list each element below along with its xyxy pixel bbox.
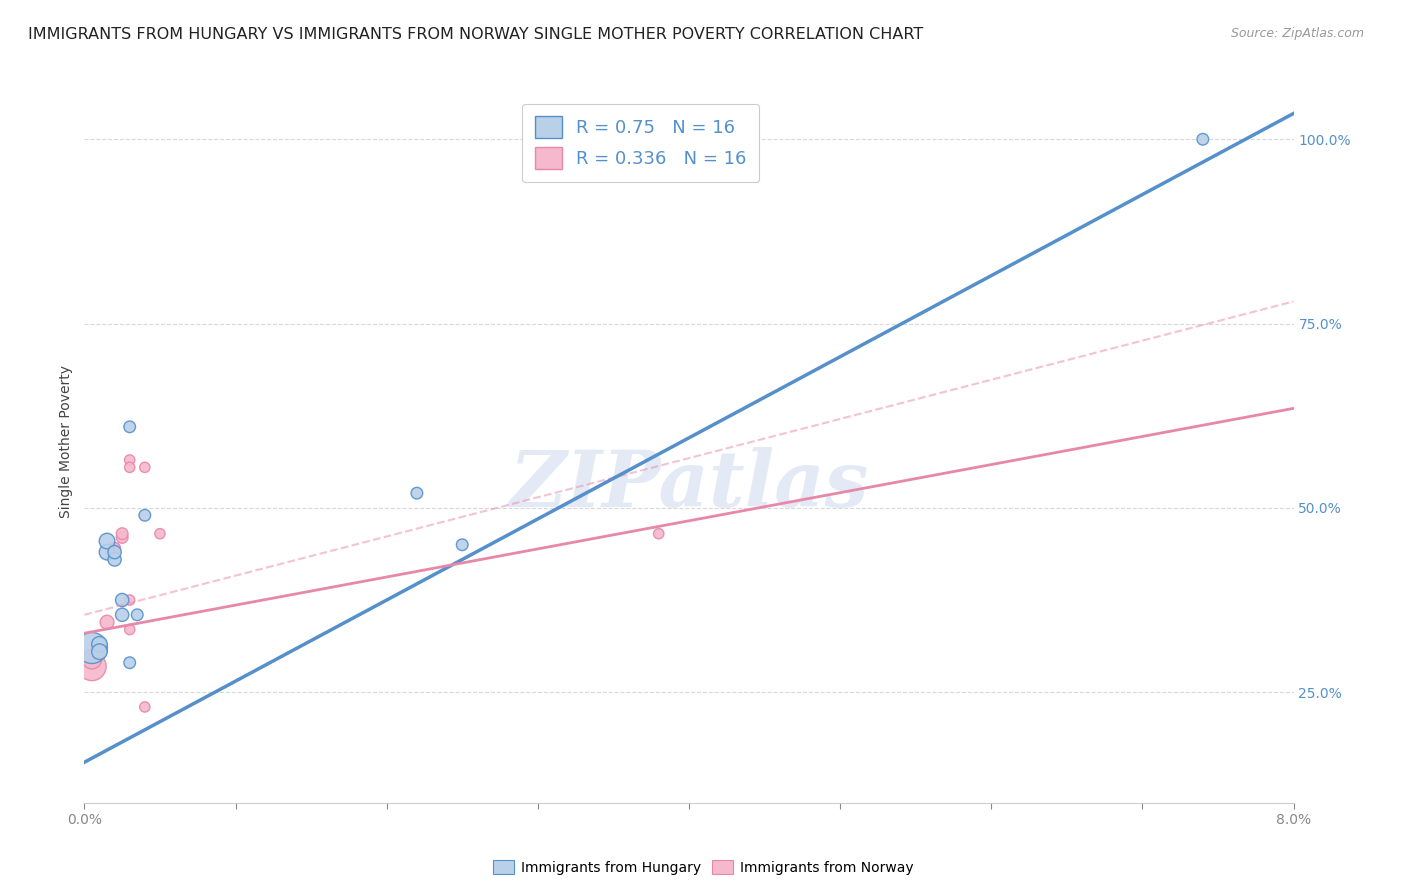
Text: Source: ZipAtlas.com: Source: ZipAtlas.com xyxy=(1230,27,1364,40)
Point xyxy=(134,508,156,523)
Point xyxy=(111,530,134,544)
Point xyxy=(118,656,141,670)
Point xyxy=(111,607,134,622)
Point xyxy=(96,545,118,559)
Point xyxy=(104,541,127,556)
Point xyxy=(96,534,118,549)
Point xyxy=(118,419,141,434)
Point xyxy=(118,460,141,475)
Point xyxy=(118,593,141,607)
Point xyxy=(134,460,156,475)
Legend: Immigrants from Hungary, Immigrants from Norway: Immigrants from Hungary, Immigrants from… xyxy=(488,855,918,880)
Point xyxy=(89,637,111,651)
Text: IMMIGRANTS FROM HUNGARY VS IMMIGRANTS FROM NORWAY SINGLE MOTHER POVERTY CORRELAT: IMMIGRANTS FROM HUNGARY VS IMMIGRANTS FR… xyxy=(28,27,924,42)
Point xyxy=(118,453,141,467)
Point xyxy=(111,593,134,607)
Point xyxy=(1192,132,1215,146)
Y-axis label: Single Mother Poverty: Single Mother Poverty xyxy=(59,365,73,518)
Point xyxy=(127,607,149,622)
Point xyxy=(111,526,134,541)
Point xyxy=(80,652,103,666)
Point xyxy=(406,486,429,500)
Point xyxy=(104,545,127,559)
Legend: R = 0.75   N = 16, R = 0.336   N = 16: R = 0.75 N = 16, R = 0.336 N = 16 xyxy=(522,103,759,182)
Point xyxy=(451,538,474,552)
Point xyxy=(96,615,118,630)
Point xyxy=(149,526,172,541)
Point xyxy=(89,645,111,659)
Point xyxy=(134,700,156,714)
Point xyxy=(80,659,103,673)
Point xyxy=(104,552,127,566)
Point xyxy=(104,541,127,556)
Point xyxy=(118,623,141,637)
Point xyxy=(80,640,103,655)
Text: ZIPatlas: ZIPatlas xyxy=(509,447,869,523)
Point xyxy=(89,645,111,659)
Point xyxy=(648,526,671,541)
